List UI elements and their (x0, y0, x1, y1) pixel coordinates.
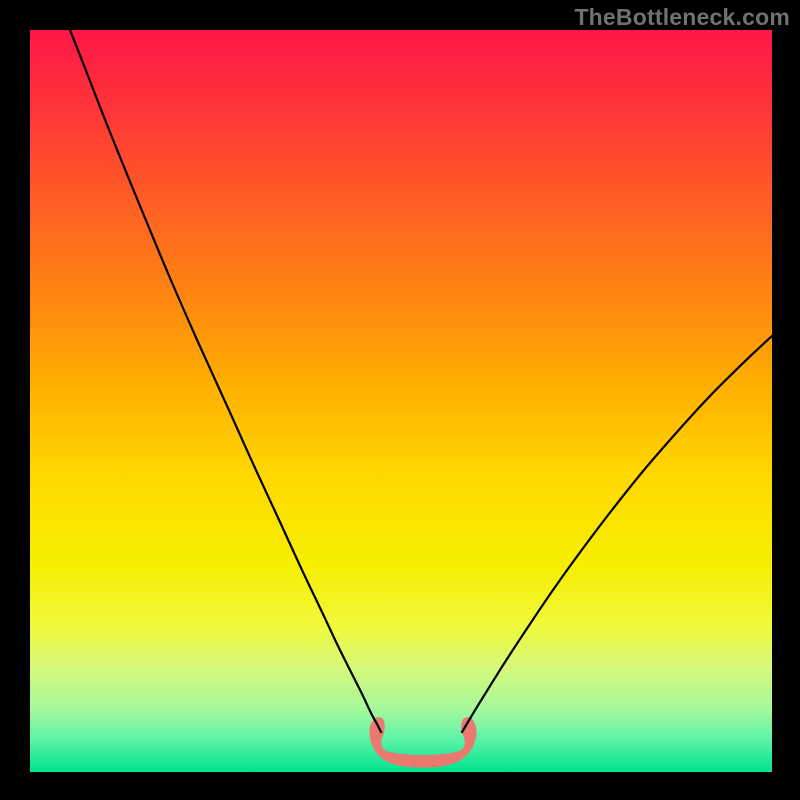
chart-svg (30, 30, 772, 772)
left-curve (70, 30, 381, 732)
watermark-text: TheBottleneck.com (574, 4, 790, 31)
right-curve (462, 336, 772, 732)
plot-area (30, 30, 772, 772)
valley-blob (370, 718, 476, 767)
